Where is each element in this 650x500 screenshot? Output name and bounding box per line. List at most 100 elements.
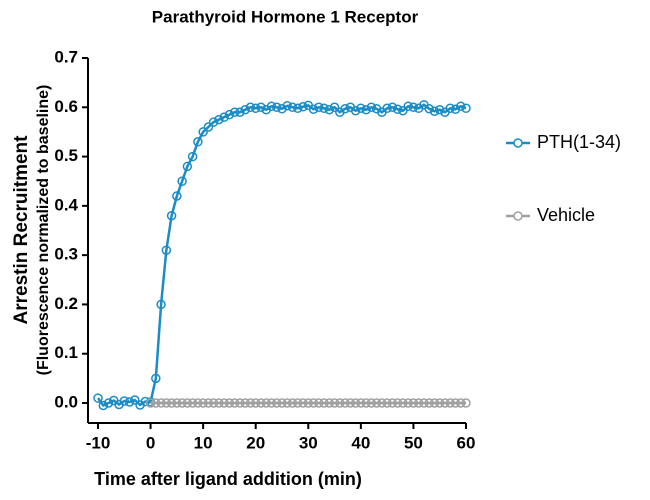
- data-point: [172, 191, 182, 201]
- data-point: [98, 400, 109, 411]
- data-point: [434, 105, 445, 115]
- data-point: [130, 395, 140, 405]
- data-point: [271, 102, 282, 113]
- data-point: [424, 104, 434, 114]
- data-point: [371, 398, 382, 408]
- y-tick-label: 0.7: [54, 47, 78, 66]
- data-point: [324, 398, 335, 408]
- data-point: [329, 398, 340, 408]
- data-point: [429, 106, 440, 116]
- data-point: [208, 117, 219, 127]
- data-point: [308, 398, 319, 408]
- data-point: [314, 102, 324, 113]
- data-point: [124, 397, 135, 407]
- data-point: [408, 102, 419, 113]
- data-point: [151, 398, 161, 408]
- data-point: [203, 398, 214, 408]
- y-tick-label: 0.5: [54, 146, 78, 165]
- data-point: [261, 398, 271, 408]
- legend-label: PTH(1-34): [537, 132, 621, 152]
- data-point: [250, 398, 261, 408]
- y-tick-label: 0.0: [54, 392, 78, 411]
- data-point: [382, 398, 392, 408]
- data-point: [450, 398, 461, 408]
- data-point: [161, 245, 172, 255]
- y-tick-label: 0.1: [54, 343, 78, 362]
- data-point: [392, 398, 403, 408]
- data-point: [277, 398, 287, 408]
- data-point: [161, 398, 172, 408]
- data-point: [287, 398, 298, 408]
- data-point: [256, 102, 266, 113]
- data-point: [387, 102, 398, 113]
- data-point: [271, 398, 282, 408]
- legend-marker: [513, 138, 523, 148]
- data-point: [350, 398, 361, 408]
- x-tick-label: 60: [457, 433, 476, 452]
- data-point: [266, 101, 277, 112]
- data-point: [324, 105, 335, 115]
- x-tick-label: 0: [146, 433, 155, 452]
- y-tick-label: 0.3: [54, 245, 78, 264]
- data-point: [419, 398, 429, 408]
- data-point: [403, 398, 413, 408]
- data-point: [229, 398, 240, 408]
- data-point: [282, 398, 293, 408]
- data-point: [235, 398, 245, 408]
- data-point: [156, 299, 166, 310]
- y-tick-label: 0.6: [54, 97, 78, 116]
- data-point: [461, 398, 471, 408]
- data-point: [293, 398, 303, 408]
- data-point: [145, 398, 156, 408]
- data-point: [182, 161, 193, 172]
- data-point: [214, 114, 224, 125]
- data-point: [245, 398, 256, 408]
- data-point: [208, 398, 219, 408]
- data-point: [366, 102, 377, 113]
- data-point: [266, 398, 277, 408]
- y-tick-label: 0.4: [54, 195, 78, 214]
- data-point: [119, 396, 130, 406]
- chart-title: Parathyroid Hormone 1 Receptor: [152, 7, 419, 26]
- data-point: [345, 398, 356, 408]
- data-point: [429, 398, 440, 408]
- data-point: [424, 398, 434, 408]
- data-point: [245, 102, 256, 113]
- data-point: [303, 398, 314, 408]
- series-line: [96, 103, 467, 408]
- data-point: [335, 398, 345, 408]
- data-point: [250, 103, 261, 114]
- data-point: [187, 151, 198, 162]
- data-point: [450, 104, 461, 115]
- data-point: [314, 398, 324, 408]
- legend-label: Vehicle: [537, 205, 595, 225]
- data-point: [361, 105, 371, 115]
- data-point: [413, 398, 424, 408]
- data-point: [277, 104, 287, 114]
- data-point: [172, 398, 182, 408]
- data-point: [356, 398, 366, 408]
- data-point: [219, 112, 229, 122]
- data-point: [151, 373, 161, 384]
- x-tick-label: 30: [299, 433, 318, 452]
- data-point: [287, 102, 298, 113]
- y-axis-title: Arrestin Recruitment: [11, 135, 32, 325]
- data-point: [177, 398, 187, 408]
- data-point: [455, 101, 466, 112]
- data-point: [319, 398, 329, 408]
- legend-marker: [513, 211, 523, 221]
- data-point: [329, 102, 340, 113]
- data-point: [461, 103, 471, 114]
- data-point: [156, 398, 166, 408]
- data-point: [445, 103, 455, 114]
- data-point: [224, 109, 235, 120]
- data-point: [166, 398, 177, 408]
- data-point: [198, 127, 208, 137]
- data-point: [166, 210, 177, 221]
- data-point: [193, 137, 203, 147]
- data-point: [219, 398, 229, 408]
- data-point: [319, 103, 329, 114]
- data-point: [235, 107, 245, 117]
- data-point: [308, 104, 319, 115]
- data-point: [182, 398, 193, 408]
